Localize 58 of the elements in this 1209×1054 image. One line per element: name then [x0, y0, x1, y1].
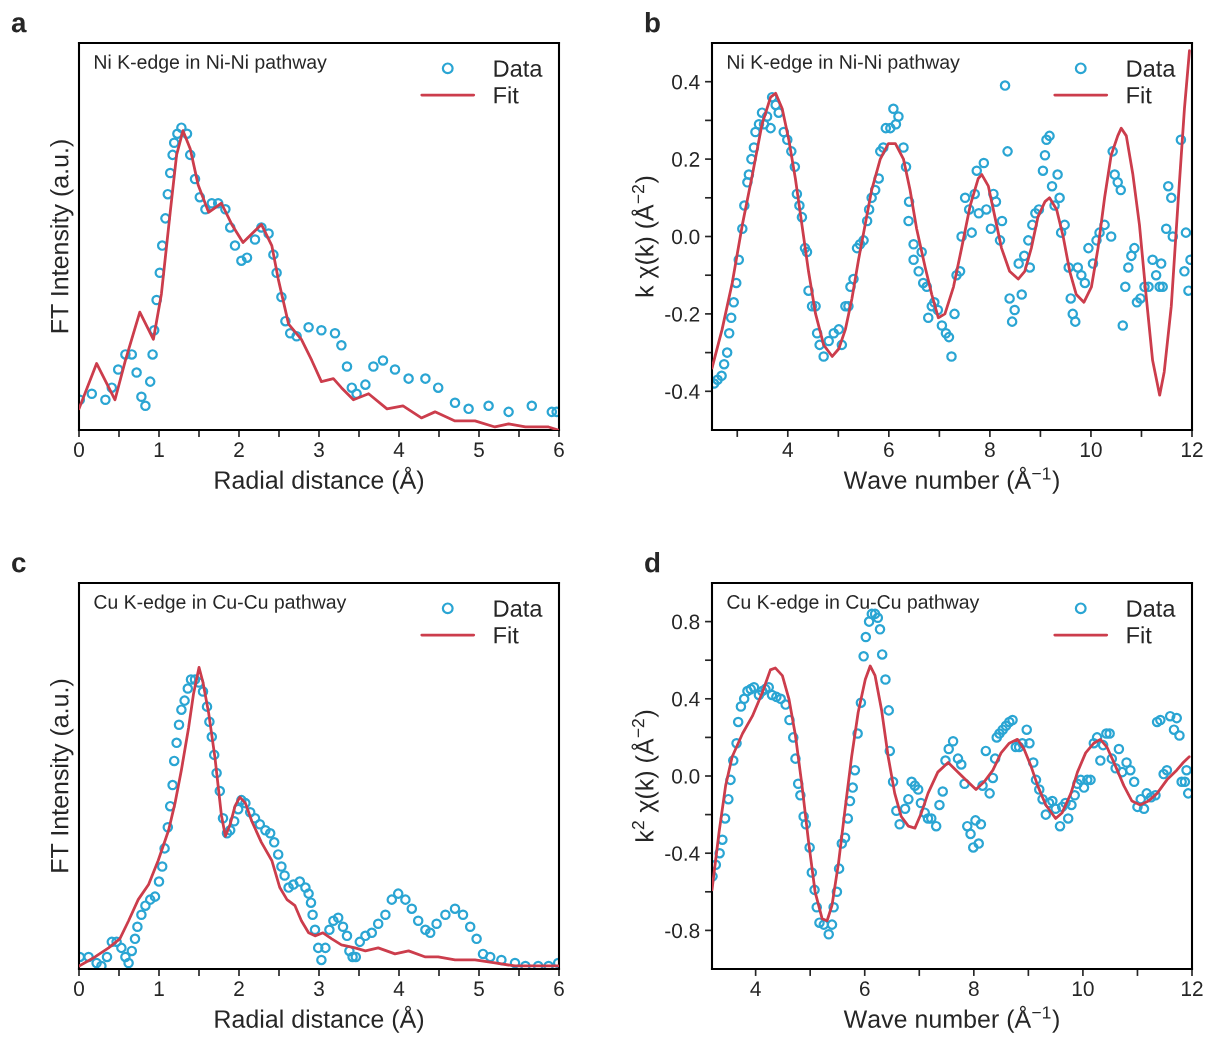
legend-label: Data	[1127, 600, 1176, 617]
x-axis-title: Radial distance (Å)	[215, 466, 424, 494]
x-tick-label: 10	[1080, 442, 1102, 458]
chart-title: a	[11, 17, 27, 33]
chart-title: d	[645, 552, 660, 573]
legend-label: Data	[494, 600, 543, 617]
legend-label: Data	[494, 60, 543, 77]
x-tick-label: 6	[884, 442, 894, 458]
y-tick-label: 0.4	[672, 691, 700, 707]
x-tick-label: 8	[985, 442, 995, 458]
y-tick-label: 0.8	[672, 614, 700, 630]
x-tick-label: 4	[750, 981, 761, 996]
y-tick-label: 0.0	[672, 229, 700, 245]
chart-title: c	[12, 557, 26, 573]
x-tick-label: 1	[154, 442, 164, 457]
legend-label: Fit	[1127, 86, 1152, 104]
y-tick-label: -0.4	[665, 384, 700, 400]
x-tick-label: 3	[314, 981, 324, 997]
x-tick-label: 2	[234, 442, 244, 457]
x-tick-label: 5	[474, 981, 484, 997]
y-tick-label: -0.8	[665, 923, 700, 939]
x-tick-label: 4	[393, 442, 405, 457]
x-tick-label: 8	[968, 981, 979, 997]
text: Cu K-edge in Cu-Cu pathway	[94, 594, 347, 613]
x-tick-label: 0	[74, 981, 84, 997]
y-tick-label: 0.0	[672, 769, 700, 784]
x-tick-label: 1	[154, 981, 164, 996]
text: Ni K-edge in Ni-Ni pathway	[95, 54, 327, 73]
legend-label: Fit	[494, 626, 519, 644]
x-tick-label: 6	[554, 442, 564, 458]
y-axis-title: FT Intensity (a.u.)	[50, 140, 74, 333]
x-tick-label: 6	[554, 981, 564, 997]
x-axis-title: Radial distance (Å)	[215, 1005, 424, 1033]
x-tick-label: 12	[1182, 442, 1203, 457]
x-tick-label: 10	[1072, 981, 1094, 997]
annotation: Ni K-edge in Ni-Ni pathway	[728, 54, 960, 73]
x-axis-title: Wave number (Å$^{−1}$)	[843, 466, 1059, 494]
annotation: Cu K-edge in Cu-Cu pathway	[727, 594, 980, 613]
x-tick-label: 2	[234, 981, 244, 996]
x-tick-label: 3	[314, 442, 324, 458]
legend-label: Fit	[494, 86, 519, 104]
x-tick-label: 4	[393, 981, 405, 996]
x-tick-label: 5	[474, 442, 484, 458]
chart-title: b	[645, 12, 660, 33]
y-axis-title: FT Intensity (a.u.)	[50, 679, 74, 872]
y-tick-label: 0.4	[672, 74, 700, 90]
y-tick-label: 0.2	[672, 152, 700, 167]
x-tick-label: 6	[859, 981, 870, 997]
x-tick-label: 0	[74, 442, 84, 458]
legend-label: Data	[1127, 60, 1176, 77]
y-axis-title: k χ(k) (Å$^{−2}$)	[631, 176, 659, 297]
x-axis-title: Wave number (Å$^{−1}$)	[843, 1005, 1059, 1033]
y-axis-title: k$^{2}$ χ(k) (Å$^{−2}$)	[631, 710, 659, 842]
x-tick-label: 12	[1182, 981, 1203, 996]
y-tick-label: -0.2	[665, 306, 700, 322]
y-tick-label: -0.4	[665, 846, 700, 861]
x-tick-label: 4	[782, 442, 793, 457]
legend-label: Fit	[1127, 626, 1152, 644]
